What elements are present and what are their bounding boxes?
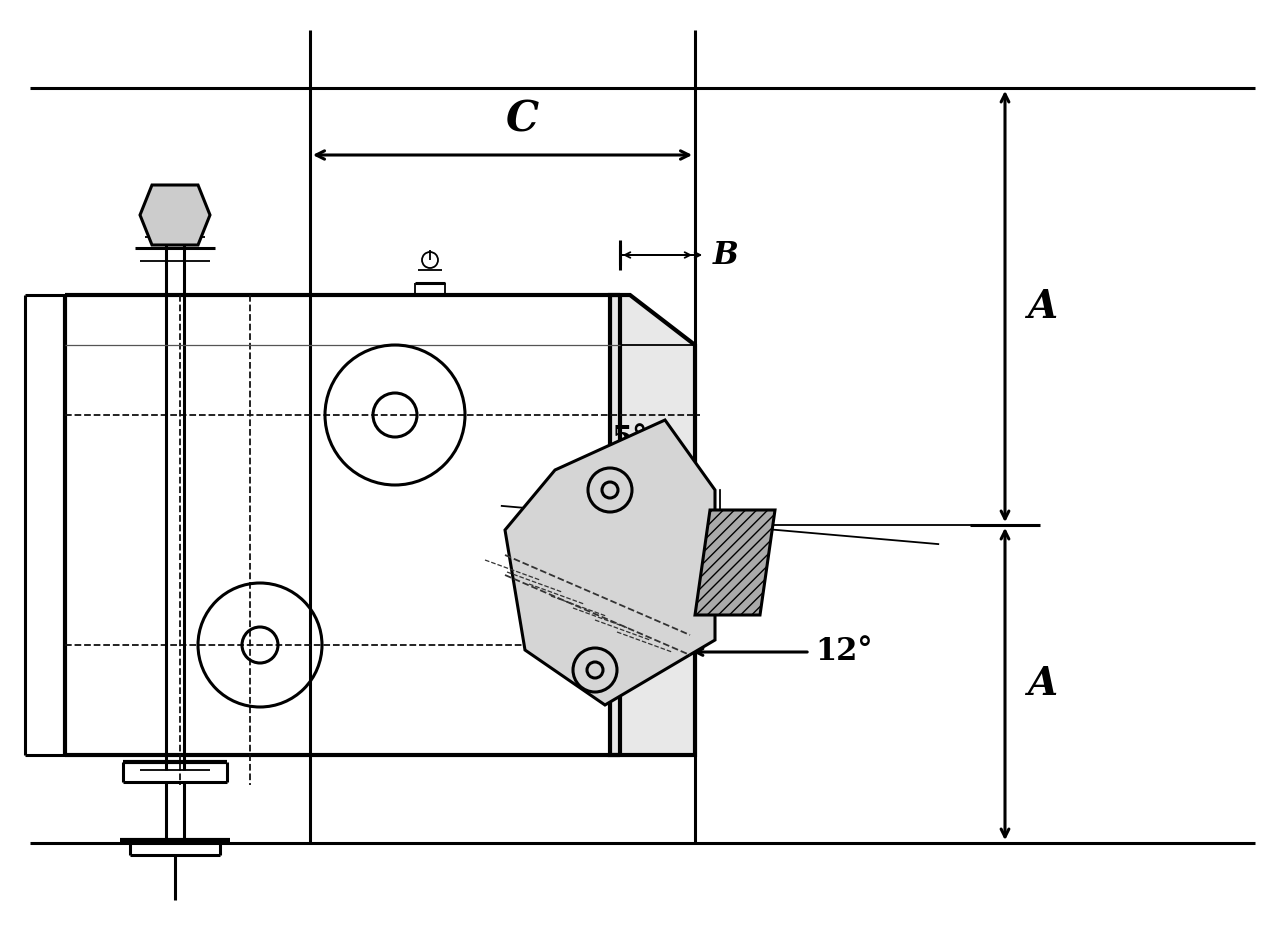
Polygon shape bbox=[610, 295, 694, 755]
Text: B: B bbox=[712, 240, 739, 270]
Polygon shape bbox=[505, 420, 715, 705]
Polygon shape bbox=[139, 185, 210, 245]
Text: 12°: 12° bbox=[815, 636, 872, 668]
Text: 5°: 5° bbox=[611, 424, 648, 455]
Text: A: A bbox=[1027, 287, 1058, 326]
Text: A: A bbox=[1027, 665, 1058, 703]
Polygon shape bbox=[694, 510, 775, 615]
Text: C: C bbox=[506, 98, 538, 140]
